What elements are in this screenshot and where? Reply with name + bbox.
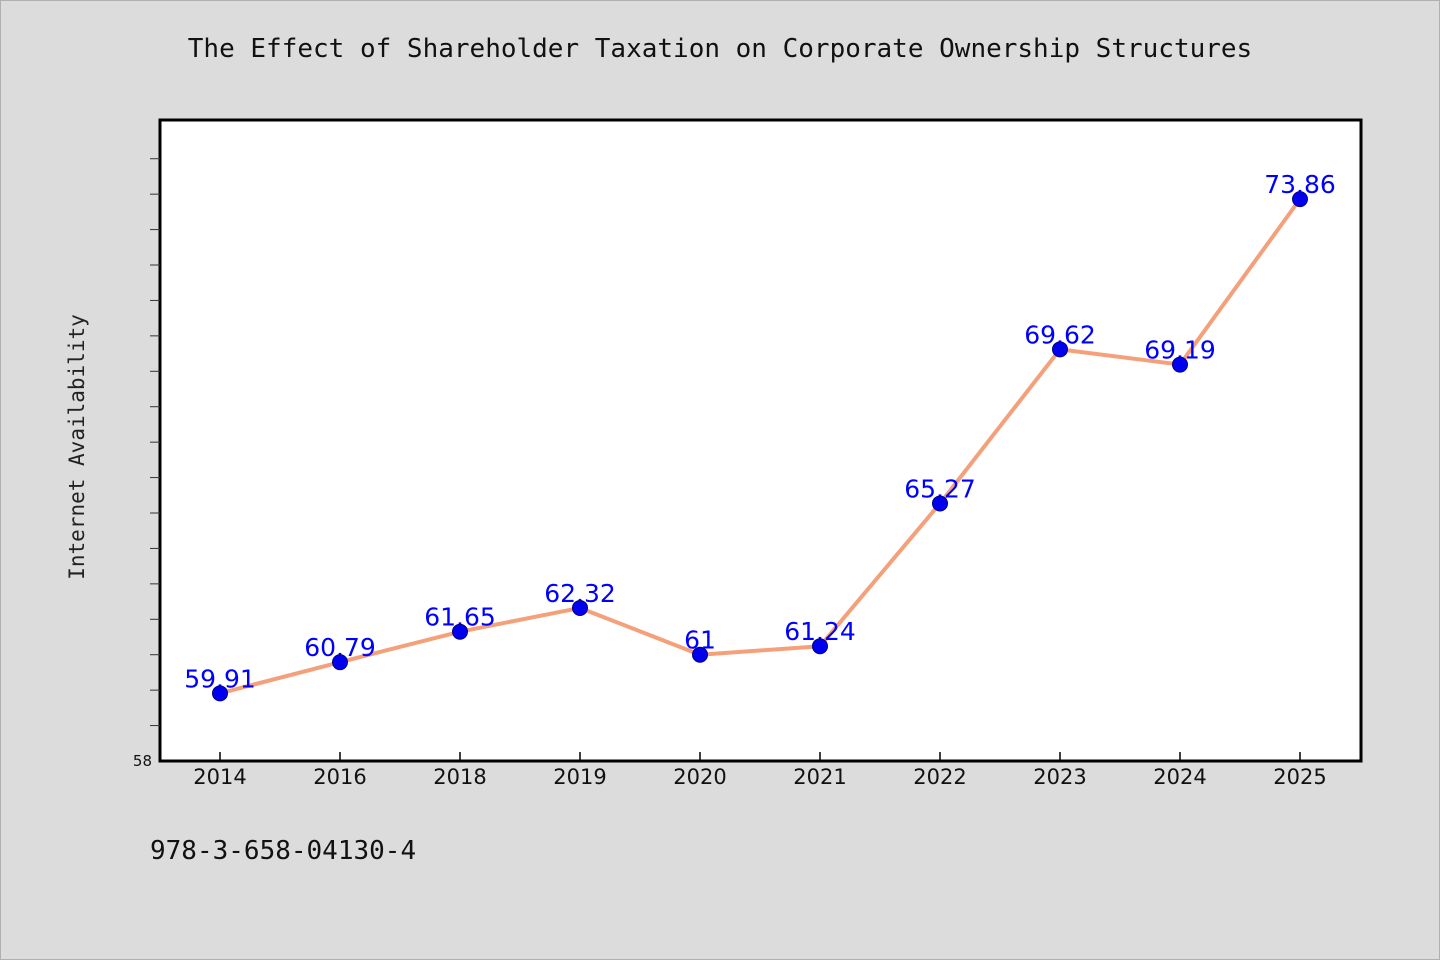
series-markers xyxy=(212,191,1308,702)
data-point xyxy=(1052,341,1068,358)
x-axis-ticks: 2014 2016 2018 2019 2020 2021 2022 2023 2024 2025 xyxy=(193,752,1327,789)
data-point xyxy=(452,623,468,640)
footnote-isbn: 978-3-658-04130-4 xyxy=(150,836,417,866)
x-tick-label: 2020 xyxy=(673,765,726,789)
data-point xyxy=(212,685,228,702)
data-point xyxy=(1172,356,1188,373)
series-line xyxy=(218,197,1302,696)
plot-area xyxy=(158,118,1363,763)
y-tick-label: 58 xyxy=(133,752,152,770)
x-tick-label: 2021 xyxy=(793,765,846,789)
data-point xyxy=(812,638,828,655)
x-tick-label: 2014 xyxy=(193,765,246,789)
series-line-group xyxy=(218,197,1302,696)
data-point xyxy=(1292,191,1308,208)
data-point xyxy=(332,654,348,671)
x-tick-label: 2018 xyxy=(433,765,486,789)
chart-title: The Effect of Shareholder Taxation on Co… xyxy=(187,34,1253,64)
x-tick-label: 2022 xyxy=(913,765,966,789)
data-point xyxy=(932,495,948,512)
x-tick-label: 2016 xyxy=(313,765,366,789)
x-tick-label: 2025 xyxy=(1273,765,1326,789)
x-tick-label: 2024 xyxy=(1153,765,1206,789)
x-tick-label: 2023 xyxy=(1033,765,1086,789)
y-axis-ticks: 58 xyxy=(133,158,160,770)
data-point xyxy=(572,599,588,616)
data-point xyxy=(692,646,708,663)
x-tick-label: 2019 xyxy=(553,765,606,789)
